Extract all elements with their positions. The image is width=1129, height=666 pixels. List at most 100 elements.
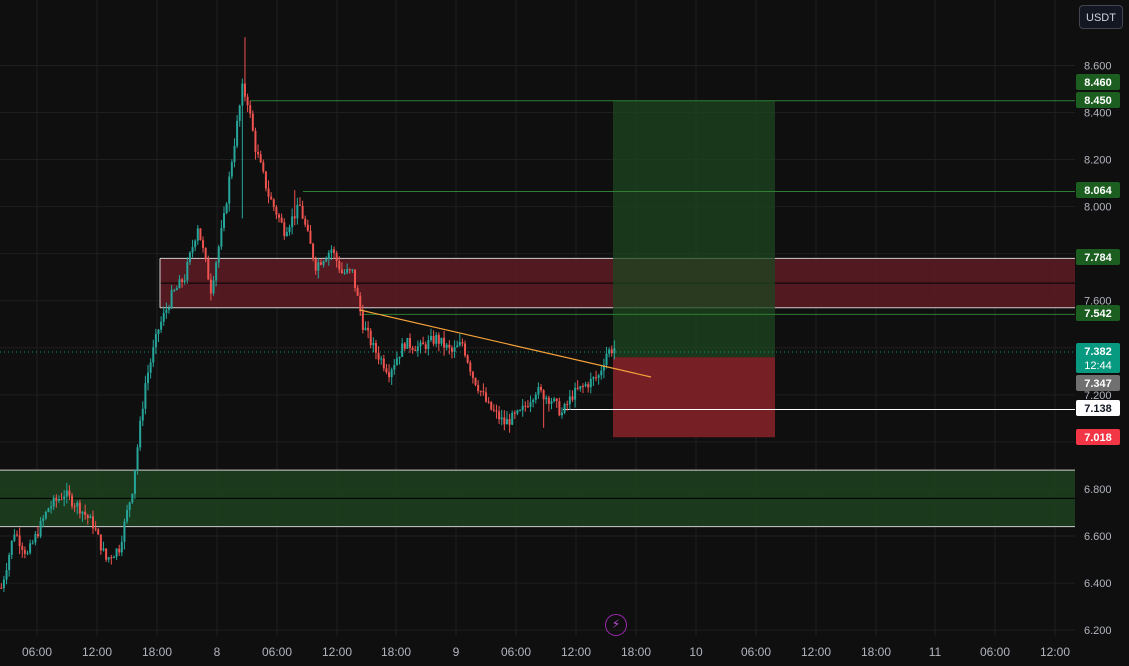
time-axis-tick: 8: [214, 645, 221, 659]
lightning-icon[interactable]: ⚡: [605, 614, 627, 636]
candle-body: [560, 412, 563, 416]
candle-body: [377, 352, 380, 360]
time-axis-tick: 18:00: [381, 645, 411, 659]
candle-body: [217, 246, 220, 263]
candle-body: [188, 252, 191, 263]
candle-body: [595, 377, 598, 379]
candle-body: [440, 337, 443, 344]
price-axis-tick: 8.200: [1084, 155, 1112, 167]
candle-body: [450, 347, 453, 352]
candle-body: [432, 336, 435, 344]
candle-body: [152, 347, 155, 363]
candle-body: [65, 490, 68, 497]
time-axis-tick: 9: [453, 645, 460, 659]
candle-body: [542, 390, 545, 400]
candle-body: [18, 535, 21, 547]
candle-body: [42, 518, 45, 521]
candle-body: [487, 401, 490, 403]
candle-body: [398, 356, 401, 359]
candle-body: [144, 383, 147, 409]
candle-body: [581, 385, 584, 387]
time-axis-tick: 10: [689, 645, 703, 659]
candle-body: [0, 587, 3, 589]
candle-body: [458, 342, 461, 346]
candle-body: [220, 227, 223, 247]
candle-body: [131, 493, 134, 503]
price-label-7.347: [1076, 375, 1120, 391]
candle-body: [369, 330, 372, 346]
candle-body: [555, 398, 558, 402]
candle-body: [288, 227, 291, 233]
candle-body: [466, 355, 469, 363]
candle-body: [147, 372, 150, 384]
candle-body: [99, 534, 102, 551]
candle-body: [545, 397, 548, 400]
candle-body: [157, 329, 160, 335]
candle-body: [524, 405, 527, 407]
candle-body: [485, 392, 487, 402]
candle-body: [257, 152, 260, 155]
candle-body: [587, 384, 590, 388]
candle-body: [317, 262, 320, 271]
candle-body: [175, 288, 178, 291]
candle-body: [406, 338, 409, 349]
candle-body: [388, 372, 391, 378]
candle-body: [13, 534, 16, 541]
candle-body: [204, 248, 207, 259]
candle-body: [547, 397, 550, 404]
candle-body: [259, 154, 262, 163]
candle-body: [207, 258, 210, 280]
candle-body: [280, 217, 283, 223]
candle-body: [10, 540, 13, 555]
candle-body: [60, 498, 63, 500]
price-label-text: 7.018: [1084, 432, 1112, 444]
candle-body: [2, 579, 5, 588]
candle-body: [199, 228, 202, 241]
price-label-7.542: [1076, 305, 1120, 321]
candle-body: [445, 344, 448, 348]
currency-button[interactable]: USDT: [1079, 5, 1123, 29]
candle-body: [223, 213, 225, 228]
candle-body: [230, 162, 233, 177]
time-axis-tick: 06:00: [741, 645, 771, 659]
time-axis: 06:00 12:00 18:00 8 06:00 12:00 18:00 9 06:00 12:…: [22, 645, 1070, 659]
candle-body: [521, 405, 524, 411]
candle-body: [31, 542, 34, 544]
candle-body: [254, 130, 257, 153]
candle-body: [110, 557, 113, 559]
candle-body: [68, 490, 71, 496]
candle-body: [29, 543, 32, 553]
candle-body: [540, 387, 543, 391]
candle-body: [372, 343, 375, 346]
candle-body: [225, 203, 228, 214]
candle-body: [191, 247, 194, 253]
candle-body: [576, 387, 579, 389]
candle-body: [605, 353, 608, 366]
candle-body: [52, 497, 55, 507]
candle-body: [165, 309, 168, 313]
candle-body: [194, 240, 197, 248]
candle-body: [453, 347, 456, 352]
candle-body: [461, 342, 464, 344]
candle-body: [301, 205, 304, 219]
candle-body: [367, 327, 370, 331]
candle-body: [112, 556, 115, 559]
candle-body: [495, 410, 498, 412]
price-label-text: 8.460: [1084, 77, 1112, 89]
price-axis-tick: 8.600: [1084, 60, 1112, 72]
candle-body: [97, 529, 100, 535]
price-label-text: 7.138: [1084, 403, 1112, 415]
candle-body: [330, 249, 333, 253]
time-axis-tick: 12:00: [561, 645, 591, 659]
time-axis-tick: 06:00: [262, 645, 292, 659]
candle-body: [464, 343, 467, 356]
price-axis-tick: 8.000: [1084, 202, 1112, 214]
time-axis-tick: 06:00: [22, 645, 52, 659]
candle-body: [118, 548, 121, 553]
price-label-text: 7.347: [1084, 378, 1112, 390]
candle-body: [566, 404, 569, 406]
candle-body: [359, 295, 362, 312]
candle-body: [335, 252, 338, 262]
